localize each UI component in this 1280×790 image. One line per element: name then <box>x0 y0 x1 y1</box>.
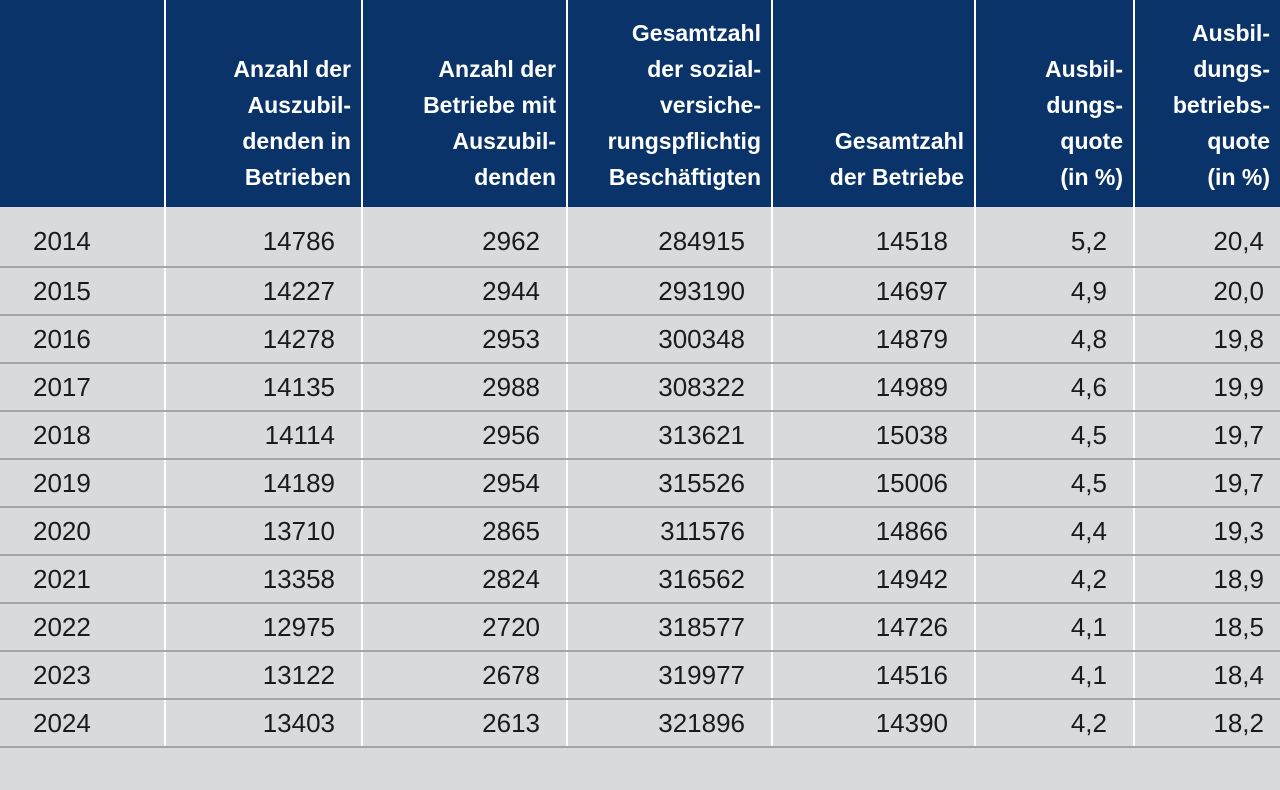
trainees-cell: 14135 <box>165 363 363 412</box>
trainees-cell: 14189 <box>165 459 363 508</box>
table-row: 2015 14227 2944 293190 14697 4,9 20,0 <box>0 267 1280 316</box>
training-company-rate-cell: 18,4 <box>1134 651 1280 700</box>
trainees-cell: 12975 <box>165 603 363 652</box>
training-company-rate-cell: 20,0 <box>1134 267 1280 316</box>
companies-cell: 14989 <box>772 363 976 412</box>
training-companies-cell: 2824 <box>362 555 568 604</box>
year-cell: 2016 <box>0 315 166 364</box>
table-row: 2019 14189 2954 315526 15006 4,5 19,7 <box>0 459 1280 508</box>
companies-cell: 14879 <box>772 315 976 364</box>
training-rate-cell: 4,5 <box>975 459 1135 508</box>
year-header <box>0 0 166 207</box>
employees-cell: 315526 <box>567 459 773 508</box>
training-company-rate-cell: 18,9 <box>1134 555 1280 604</box>
trainees-cell: 14114 <box>165 411 363 460</box>
employees-cell: 318577 <box>567 603 773 652</box>
training-rate-cell: 4,1 <box>975 651 1135 700</box>
training-rate-cell: 5,2 <box>975 207 1135 268</box>
table-row: 2024 13403 2613 321896 14390 4,2 18,2 <box>0 699 1280 748</box>
training-companies-cell: 2954 <box>362 459 568 508</box>
training-rate-header: Ausbil- dungs- quote (in %) <box>975 0 1135 207</box>
year-cell: 2024 <box>0 699 166 748</box>
training-rate-cell: 4,8 <box>975 315 1135 364</box>
employees-cell: 308322 <box>567 363 773 412</box>
companies-cell: 14726 <box>772 603 976 652</box>
training-companies-cell: 2613 <box>362 699 568 748</box>
training-rate-cell: 4,6 <box>975 363 1135 412</box>
table-body: 2014 14786 2962 284915 14518 5,2 20,4 2015 14227… <box>0 207 1280 748</box>
training-company-rate-cell: 20,4 <box>1134 207 1280 268</box>
table-row: 2018 14114 2956 313621 15038 4,5 19,7 <box>0 411 1280 460</box>
year-cell: 2015 <box>0 267 166 316</box>
employees-cell: 293190 <box>567 267 773 316</box>
trainees-cell: 14278 <box>165 315 363 364</box>
year-cell: 2021 <box>0 555 166 604</box>
companies-cell: 14390 <box>772 699 976 748</box>
year-cell: 2019 <box>0 459 166 508</box>
training-rate-cell: 4,5 <box>975 411 1135 460</box>
training-companies-cell: 2956 <box>362 411 568 460</box>
employees-header: Gesamtzahl der sozial- versiche- rungspf… <box>567 0 773 207</box>
training-rate-cell: 4,1 <box>975 603 1135 652</box>
table-row: 2022 12975 2720 318577 14726 4,1 18,5 <box>0 603 1280 652</box>
training-companies-cell: 2678 <box>362 651 568 700</box>
table-row: 2020 13710 2865 311576 14866 4,4 19,3 <box>0 507 1280 556</box>
year-cell: 2014 <box>0 207 166 268</box>
trainees-cell: 13358 <box>165 555 363 604</box>
employees-cell: 319977 <box>567 651 773 700</box>
training-company-rate-cell: 19,7 <box>1134 411 1280 460</box>
trainees-cell: 13122 <box>165 651 363 700</box>
training-companies-header: Anzahl der Betriebe mit Auszubil- denden <box>362 0 568 207</box>
training-rate-cell: 4,4 <box>975 507 1135 556</box>
training-company-rate-header: Ausbil- dungs- betriebs- quote (in %) <box>1134 0 1280 207</box>
year-cell: 2017 <box>0 363 166 412</box>
table-row: 2014 14786 2962 284915 14518 5,2 20,4 <box>0 207 1280 268</box>
companies-cell: 14516 <box>772 651 976 700</box>
trainees-header: Anzahl der Auszubil- denden in Betrieben <box>165 0 363 207</box>
table-header: Anzahl der Auszubil- denden in Betrieben… <box>0 0 1280 207</box>
companies-cell: 14866 <box>772 507 976 556</box>
employees-cell: 311576 <box>567 507 773 556</box>
table-row: 2017 14135 2988 308322 14989 4,6 19,9 <box>0 363 1280 412</box>
training-companies-cell: 2865 <box>362 507 568 556</box>
trainees-cell: 13710 <box>165 507 363 556</box>
training-company-rate-cell: 18,2 <box>1134 699 1280 748</box>
companies-cell: 14518 <box>772 207 976 268</box>
employees-cell: 284915 <box>567 207 773 268</box>
year-cell: 2023 <box>0 651 166 700</box>
training-company-rate-cell: 19,9 <box>1134 363 1280 412</box>
trainees-cell: 14227 <box>165 267 363 316</box>
training-companies-cell: 2962 <box>362 207 568 268</box>
table-row: 2016 14278 2953 300348 14879 4,8 19,8 <box>0 315 1280 364</box>
employees-cell: 316562 <box>567 555 773 604</box>
training-rate-cell: 4,2 <box>975 699 1135 748</box>
training-company-rate-cell: 19,8 <box>1134 315 1280 364</box>
table-row: 2021 13358 2824 316562 14942 4,2 18,9 <box>0 555 1280 604</box>
training-rate-cell: 4,2 <box>975 555 1135 604</box>
training-companies-cell: 2944 <box>362 267 568 316</box>
employees-cell: 321896 <box>567 699 773 748</box>
employees-cell: 300348 <box>567 315 773 364</box>
header-row: Anzahl der Auszubil- denden in Betrieben… <box>0 0 1280 207</box>
year-cell: 2018 <box>0 411 166 460</box>
training-company-rate-cell: 18,5 <box>1134 603 1280 652</box>
trainees-cell: 13403 <box>165 699 363 748</box>
training-companies-cell: 2953 <box>362 315 568 364</box>
year-cell: 2020 <box>0 507 166 556</box>
statistics-table: Anzahl der Auszubil- denden in Betrieben… <box>0 0 1280 748</box>
companies-cell: 15038 <box>772 411 976 460</box>
year-cell: 2022 <box>0 603 166 652</box>
companies-cell: 14942 <box>772 555 976 604</box>
companies-cell: 15006 <box>772 459 976 508</box>
training-rate-cell: 4,9 <box>975 267 1135 316</box>
employees-cell: 313621 <box>567 411 773 460</box>
trainees-cell: 14786 <box>165 207 363 268</box>
training-company-rate-cell: 19,3 <box>1134 507 1280 556</box>
training-companies-cell: 2988 <box>362 363 568 412</box>
companies-cell: 14697 <box>772 267 976 316</box>
training-company-rate-cell: 19,7 <box>1134 459 1280 508</box>
training-companies-cell: 2720 <box>362 603 568 652</box>
table-row: 2023 13122 2678 319977 14516 4,1 18,4 <box>0 651 1280 700</box>
companies-header: Gesamtzahl der Betriebe <box>772 0 976 207</box>
